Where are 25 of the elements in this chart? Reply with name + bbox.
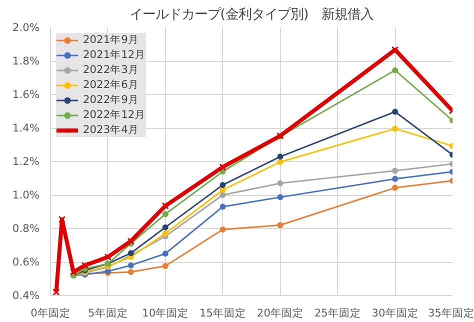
legend-label: 2023年4月: [83, 123, 139, 137]
x-tick-label: 5年固定: [88, 306, 128, 320]
legend-label: 2022年6月: [83, 78, 139, 92]
chart-title: イールドカープ(金利タイプ別) 新規借入: [129, 8, 374, 22]
legend-label: 2021年12月: [83, 48, 146, 62]
y-tick-label: 1.2%: [12, 155, 40, 168]
legend-label: 2021年9月: [83, 33, 139, 47]
legend-label: 2022年3月: [83, 63, 139, 77]
y-tick-label: 1.6%: [12, 88, 40, 101]
y-tick-label: 1.0%: [12, 188, 40, 202]
legend-label: 2022年9月: [83, 93, 139, 107]
y-tick-label: 0.8%: [12, 222, 40, 235]
x-tick-label: 25年固定: [314, 306, 361, 320]
y-tick-label: 0.6%: [12, 256, 40, 268]
x-tick-label: 30年固定: [372, 306, 418, 320]
x-tick-label: 0年固定: [30, 306, 70, 320]
x-tick-label: 10年固定: [142, 306, 189, 320]
y-tick-label: 2.0%: [12, 21, 40, 34]
x-tick-label: 20年固定: [256, 306, 304, 320]
y-tick-label: 1.4%: [12, 122, 40, 134]
x-tick-label: 15年固定: [200, 306, 246, 320]
y-tick-label: 1.8%: [12, 54, 40, 68]
y-tick-label: 0.4%: [12, 289, 40, 302]
x-tick-label: 35年固定: [428, 306, 474, 320]
legend-label: 2022年12月: [83, 108, 146, 122]
